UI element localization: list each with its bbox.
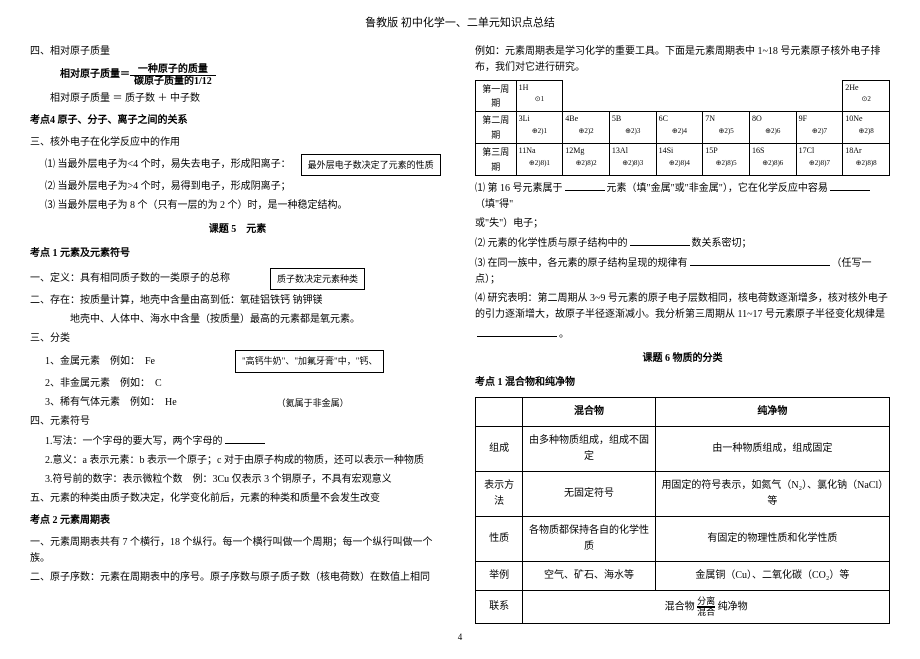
cell: 各物质都保持各自的化学性质 bbox=[523, 516, 656, 561]
kaodian-2: 考点 2 元素周期表 bbox=[30, 513, 445, 529]
kaodian-4: 考点4 原子、分子、离子之间的关系 bbox=[30, 113, 445, 129]
cell: 由多种物质组成，组成不固定 bbox=[523, 426, 656, 471]
element-cell: 15P⊕2)8)5 bbox=[703, 144, 750, 176]
topic-6-title: 课题 6 物质的分类 bbox=[475, 351, 890, 367]
element-cell: 4Be⊕2)2 bbox=[563, 112, 610, 144]
link-right: 纯净物 bbox=[718, 601, 748, 612]
element-cell: 5B⊕2)3 bbox=[609, 112, 656, 144]
page-title: 鲁教版 初中化学一、二单元知识点总结 bbox=[30, 15, 890, 33]
element-cell: 13Al⊕2)8)3 bbox=[609, 144, 656, 176]
definition: 一、定义：具有相同质子数的一类原子的总称 bbox=[30, 271, 230, 287]
element-cell: 6C⊕2)4 bbox=[656, 112, 703, 144]
relative-mass-formula: 相对原子质量＝ 一种原子的质量 碳原子质量的1/12 bbox=[30, 64, 445, 87]
box-note-3: "高钙牛奶"、"加氟牙膏"中，"钙、 bbox=[235, 350, 384, 372]
element-cell: 14Si⊕2)8)4 bbox=[656, 144, 703, 176]
period-label: 第三周期 bbox=[476, 144, 517, 176]
kaodian-1: 考点 1 元素及元素符号 bbox=[30, 246, 445, 262]
sym-3: 3.符号前的数字：表示微粒个数 例：3Cu 仅表示 3 个铜原子，不具有宏观意义 bbox=[45, 472, 445, 488]
formula-label: 相对原子质量＝ bbox=[60, 67, 130, 83]
element-cell: 9F⊕2)7 bbox=[796, 112, 843, 144]
row-label: 联系 bbox=[476, 590, 523, 623]
cell: 无固定符号 bbox=[523, 471, 656, 516]
sym-2: 2.意义：a 表示元素：b 表示一个原子；c 对于由原子构成的物质，还可以表示一… bbox=[45, 453, 445, 469]
question-1b: 或"失"）电子； bbox=[475, 216, 890, 232]
pt-2: 二、原子序数：元素在周期表中的序号。原子序数与原子质子数（核电荷数）在数值上相同 bbox=[30, 570, 445, 586]
element-cell: 17Cl⊕2)8)7 bbox=[796, 144, 843, 176]
line-1: ⑴ 当最外层电子为<4 个时，易失去电子，形成阳离子： bbox=[45, 157, 291, 173]
section-3-head: 三、核外电子在化学反应中的作用 bbox=[30, 135, 445, 151]
element-cell: 16S⊕2)8)6 bbox=[749, 144, 796, 176]
fraction: 一种原子的质量 碳原子质量的1/12 bbox=[130, 64, 216, 87]
page-number: 4 bbox=[30, 630, 890, 644]
type-line: 五、元素的种类由质子数决定，化学变化前后，元素的种类和质量不会发生改变 bbox=[30, 491, 445, 507]
line-3: ⑶ 当最外层电子为 8 个（只有一层的为 2 个）时，是一种稳定结构。 bbox=[45, 198, 445, 214]
nonmetal-note: （氦属于非金属） bbox=[277, 396, 349, 410]
question-4: ⑷ 研究表明：第二周期从 3~9 号元素的原子电子层数相同，核电荷数逐渐增多，核… bbox=[475, 291, 890, 323]
kaodian-mix: 考点 1 混合物和纯净物 bbox=[475, 375, 890, 391]
row-label: 性质 bbox=[476, 516, 523, 561]
th-pure: 纯净物 bbox=[655, 397, 889, 426]
link-left: 混合物 bbox=[665, 601, 695, 612]
pt-1: 一、元素周期表共有 7 个横行，18 个纵行。每一个横行叫做一个周期；每一个纵行… bbox=[30, 535, 445, 567]
empty-cell bbox=[703, 80, 750, 112]
right-column: 例如：元素周期表是学习化学的重要工具。下面是元素周期表中 1~18 号元素原子核… bbox=[475, 41, 890, 624]
cat-2: 2、非金属元素 例如： C bbox=[45, 376, 445, 392]
cell: 有固定的物理性质和化学性质 bbox=[655, 516, 889, 561]
left-column: 四、相对原子质量 相对原子质量＝ 一种原子的质量 碳原子质量的1/12 相对原子… bbox=[30, 41, 445, 624]
link-cell: 混合物 分离混合 纯净物 bbox=[523, 590, 890, 623]
row-label: 举例 bbox=[476, 561, 523, 590]
fraction-denominator: 碳原子质量的1/12 bbox=[130, 76, 216, 87]
cat-1: 1、金属元素 例如： Fe bbox=[45, 354, 155, 370]
period-label: 第二周期 bbox=[476, 112, 517, 144]
row-label: 组成 bbox=[476, 426, 523, 471]
cell: 用固定的符号表示，如氮气（N₂）、氯化钠（NaCl）等 bbox=[655, 471, 889, 516]
section-4-head: 四、相对原子质量 bbox=[30, 44, 445, 60]
cell: 空气、矿石、海水等 bbox=[523, 561, 656, 590]
empty-cell bbox=[609, 80, 656, 112]
cell: 由一种物质组成，组成固定 bbox=[655, 426, 889, 471]
element-cell: 8O⊕2)6 bbox=[749, 112, 796, 144]
element-cell: 2He⊙2 bbox=[843, 80, 890, 112]
period-label: 第一周期 bbox=[476, 80, 517, 112]
exist-2: 地壳中、人体中、海水中含量（按质量）最高的元素都是氧元素。 bbox=[70, 312, 445, 328]
box-note-1: 最外层电子数决定了元素的性质 bbox=[301, 154, 441, 176]
category-head: 三、分类 bbox=[30, 331, 445, 347]
symbol-head: 四、元素符号 bbox=[30, 414, 445, 430]
periodic-table: 第一周期1H⊙1 2He⊙2 第二周期3Li⊕2)14Be⊕2)25B⊕2)36C⊕… bbox=[475, 80, 890, 176]
exist-1: 二、存在：按质量计算，地壳中含量由高到低：氧硅铝铁钙 钠钾镁 bbox=[30, 293, 445, 309]
topic-5-title: 课题 5 元素 bbox=[30, 222, 445, 238]
element-cell: 12Mg⊕2)8)2 bbox=[563, 144, 610, 176]
th-mix: 混合物 bbox=[523, 397, 656, 426]
element-cell: 3Li⊕2)1 bbox=[516, 112, 563, 144]
element-cell: 10Ne⊕2)8 bbox=[843, 112, 890, 144]
empty-cell bbox=[749, 80, 796, 112]
question-2: ⑵ 元素的化学性质与原子结构中的数关系密切； bbox=[475, 235, 890, 252]
element-cell: 1H⊙1 bbox=[516, 80, 563, 112]
question-3: ⑶ 在同一族中，各元素的原子结构呈现的规律有（任写一点）； bbox=[475, 255, 890, 288]
empty-cell bbox=[563, 80, 610, 112]
element-cell: 11Na⊕2)8)1 bbox=[516, 144, 563, 176]
question-4b: 。 bbox=[475, 326, 890, 343]
box-note-2: 质子数决定元素种类 bbox=[270, 268, 365, 290]
line-2: ⑵ 当最外层电子为>4 个时，易得到电子，形成阴离子； bbox=[45, 179, 445, 195]
element-cell: 7N⊕2)5 bbox=[703, 112, 750, 144]
question-1: ⑴ 第 16 号元素属于元素（填"金属"或"非金属"），它在化学反应中容易（填"… bbox=[475, 180, 890, 213]
fraction-numerator: 一种原子的质量 bbox=[130, 64, 216, 76]
cell: 金属铜（Cu）、二氧化碳（CO₂）等 bbox=[655, 561, 889, 590]
sym-1: 1.写法：一个字母的要大写，两个字母的 bbox=[45, 433, 445, 450]
table-corner bbox=[476, 397, 523, 426]
element-cell: 18Ar⊕2)8)8 bbox=[843, 144, 890, 176]
row-label: 表示方法 bbox=[476, 471, 523, 516]
formula-2: 相对原子质量 ＝ 质子数 ＋ 中子数 bbox=[50, 91, 445, 107]
classification-table: 混合物纯净物 组成由多种物质组成，组成不固定由一种物质组成，组成固定 表示方法无… bbox=[475, 397, 890, 624]
cat-3: 3、稀有气体元素 例如： He bbox=[45, 395, 177, 411]
link-arrows: 分离混合 bbox=[697, 597, 715, 617]
empty-cell bbox=[796, 80, 843, 112]
empty-cell bbox=[656, 80, 703, 112]
intro-text: 例如：元素周期表是学习化学的重要工具。下面是元素周期表中 1~18 号元素原子核… bbox=[475, 44, 890, 76]
